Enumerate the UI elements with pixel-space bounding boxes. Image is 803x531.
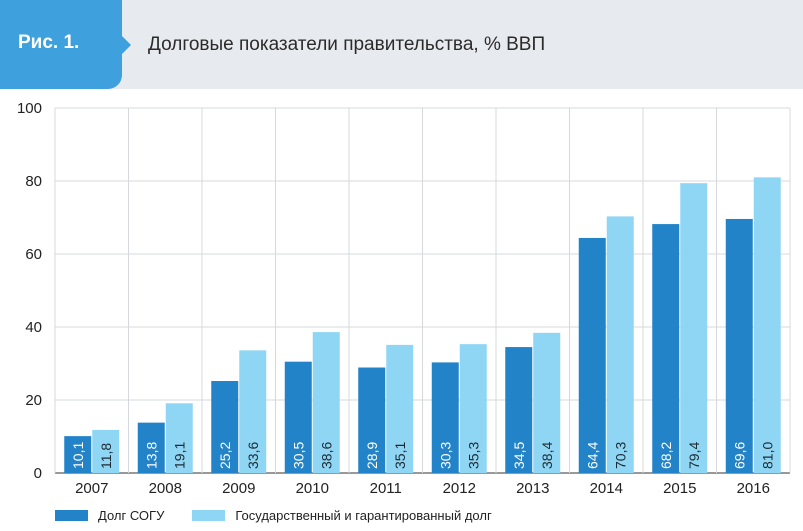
y-tick-label: 0 (34, 465, 42, 482)
data-label-series-2: 38,6 (318, 442, 334, 469)
bar-series-1-2013 (505, 347, 533, 473)
bar-series-2-2009 (239, 350, 267, 473)
data-label-series-1: 68,2 (658, 442, 674, 469)
legend-label-series-2: Государственный и гарантированный долг (235, 507, 492, 523)
x-tick-label: 2013 (516, 480, 549, 497)
bar-series-1-2008 (137, 422, 165, 473)
y-tick-label: 80 (25, 173, 42, 190)
bar-series-2-2015 (680, 183, 708, 473)
bar-series-2-2011 (386, 344, 414, 473)
bar-series-1-2015 (652, 224, 680, 473)
legend: Долг СОГУ Государственный и гарантирован… (55, 505, 520, 525)
data-label-series-1: 34,5 (511, 442, 527, 469)
data-label-series-1: 25,2 (217, 442, 233, 469)
legend-label-series-1: Долг СОГУ (98, 507, 165, 523)
x-tick-label: 2010 (296, 480, 329, 497)
data-label-series-2: 11,8 (98, 443, 114, 469)
bar-series-2-2014 (606, 216, 634, 473)
data-label-series-2: 81,0 (759, 442, 775, 469)
bar-series-2-2013 (533, 332, 561, 473)
bar-series-2-2016 (753, 177, 781, 473)
y-tick-label: 20 (25, 392, 42, 409)
y-tick-label: 100 (17, 100, 42, 117)
data-label-series-1: 10,1 (70, 442, 86, 469)
data-label-series-1: 64,4 (584, 442, 600, 469)
data-label-series-2: 70,3 (612, 442, 628, 469)
data-label-series-2: 35,1 (392, 442, 408, 469)
bar-series-2-2010 (312, 332, 340, 473)
bar-series-1-2010 (284, 361, 312, 473)
data-label-series-1: 30,5 (290, 442, 306, 469)
x-tick-label: 2015 (663, 480, 696, 497)
data-label-series-1: 28,9 (364, 442, 380, 469)
x-tick-label: 2009 (222, 480, 255, 497)
legend-item-series-1: Долг СОГУ (55, 508, 164, 523)
bar-series-1-2012 (431, 362, 459, 473)
data-label-series-2: 33,6 (245, 442, 261, 469)
data-label-series-1: 30,3 (437, 442, 453, 469)
data-label-series-2: 19,1 (171, 442, 187, 469)
data-label-series-1: 13,8 (143, 442, 159, 469)
y-tick-label: 40 (25, 319, 42, 336)
bar-series-2-2007 (92, 429, 120, 473)
y-tick-label: 60 (25, 246, 42, 263)
chart-title: Долговые показатели правительства, % ВВП (148, 34, 546, 55)
x-tick-label: 2016 (737, 480, 770, 497)
bar-series-2-2012 (459, 344, 487, 473)
bar-chart: 0 20 40 60 80 100 10,1 11,8 2007 13,8 19,1 2008 25,2… (17, 100, 791, 497)
chart-header: Рис. 1. Долговые показатели правительств… (0, 0, 803, 89)
data-label-series-1: 69,6 (731, 442, 747, 469)
data-label-series-2: 38,4 (539, 442, 555, 469)
data-label-series-2: 35,3 (465, 442, 481, 469)
figure-label: Рис. 1. (18, 32, 80, 53)
x-tick-label: 2007 (75, 480, 108, 497)
bar-series-2-2008 (165, 403, 193, 473)
data-label-series-2: 79,4 (686, 442, 702, 469)
legend-swatch-series-1 (55, 509, 88, 521)
x-tick-label: 2008 (149, 480, 182, 497)
bar-series-1-2016 (725, 218, 753, 473)
legend-item-series-2: Государственный и гарантированный долг (192, 507, 492, 523)
figure-badge: Рис. 1. (0, 0, 131, 89)
x-tick-label: 2011 (370, 480, 402, 497)
bar-series-1-2007 (64, 436, 92, 473)
legend-swatch-series-2 (192, 509, 226, 521)
bar-series-1-2011 (358, 367, 386, 473)
x-tick-label: 2014 (590, 480, 623, 497)
bar-series-1-2009 (211, 381, 239, 473)
bar-series-1-2014 (578, 237, 606, 473)
x-tick-label: 2012 (443, 480, 476, 497)
